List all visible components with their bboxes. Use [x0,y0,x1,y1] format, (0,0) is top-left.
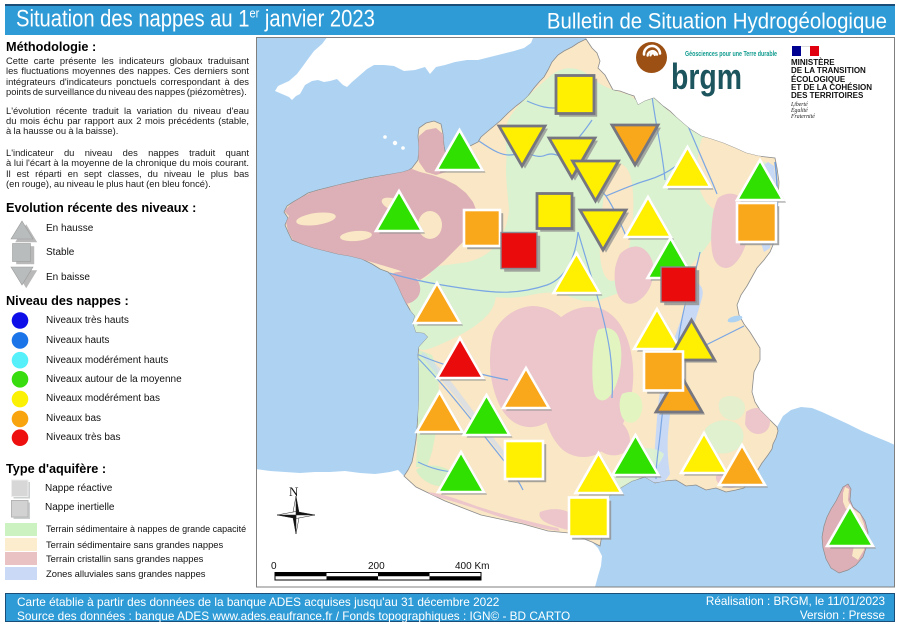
svg-text:N: N [289,484,299,499]
svg-text:Géosciences pour une Terre dur: Géosciences pour une Terre durable [685,51,777,58]
svg-text:400 Km: 400 Km [455,561,489,572]
svg-text:200: 200 [368,561,385,572]
svg-text:brgm: brgm [671,56,742,97]
svg-text:0: 0 [271,561,277,572]
